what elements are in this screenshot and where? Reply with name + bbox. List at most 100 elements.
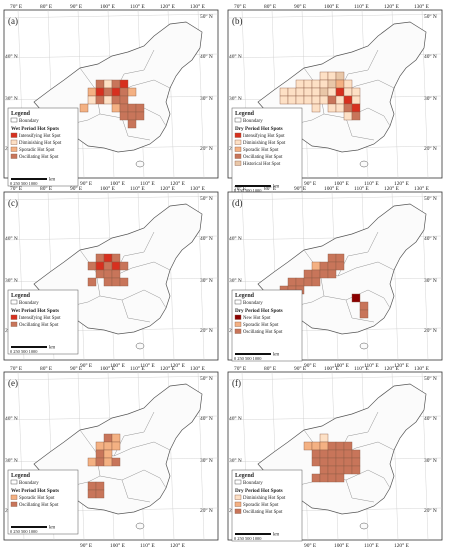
lon-label-top: 90° E [294,365,307,372]
hotspot-cell [319,269,329,279]
legend-item-label: Sporadic Hot Spot [19,148,55,153]
lat-label-left: 30° N [229,457,242,464]
legend-item-label: Diminishing Hot Spot [243,141,286,146]
legend-item-label: Sporadic Hot Spot [243,323,279,328]
hotspot-cell [103,269,113,279]
hotspot-cell [87,87,97,97]
legend-item-label: Intensifying Hot Spot [19,316,61,321]
legend-title: Legend [235,473,255,479]
lat-label-right: 20° N [424,145,437,152]
legend-item-label: Oscillating Hot Spot [243,155,283,160]
hotspot-cell [95,457,105,467]
lat-label-right: 50° N [200,375,213,382]
hotspot-cell [119,261,129,271]
hotspot-cell [327,473,337,483]
lon-label-top: 70° E [10,185,23,192]
lon-label-top: 120° E [384,3,400,10]
hotspot-cell [335,441,345,451]
hotspot-cell [103,457,113,467]
legend-item-label: Intensifying Hot Spot [243,134,285,139]
hotspot-cell [111,457,121,467]
lat-label-left: 40° N [229,235,242,242]
legend-title: Legend [235,111,255,117]
legend-item-label: Historical Hot Spot [243,162,281,167]
hotspot-cell [95,79,105,89]
lon-label-top: 80° E [264,3,277,10]
hainan-island [359,342,369,350]
legend-item-label: Sporadic Hot Spot [243,503,279,508]
lon-label-top: 90° E [70,3,83,10]
hotspot-cell [87,95,97,105]
hotspot-cell [335,87,345,97]
hotspot-cell [103,95,113,105]
graticule-line [3,13,219,19]
hotspot-cell [319,465,329,475]
hotspot-cell [335,473,345,483]
lat-label-left: 40° N [5,53,18,60]
province-boundary [95,271,145,301]
hotspot-cell [359,309,369,319]
lon-label-top: 110° E [130,365,145,372]
province-boundary [143,107,167,127]
hotspot-cell [127,103,137,113]
lon-label-bottom: 100° E [334,180,350,187]
legend-swatch [234,146,242,152]
hotspot-cell [95,261,105,271]
legend-item-label: Sporadic Hot Spot [19,496,55,501]
hotspot-cell [127,111,137,121]
legend-swatch [10,132,18,138]
map-panel: 70° E 80° E 90° E 100° E 110° E 120° E 130° E 9… [227,3,443,194]
hotspot-cell [111,95,121,105]
boundary-swatch [10,117,18,123]
legend-item-label: Diminishing Hot Spot [19,141,62,146]
lon-label-top: 70° E [10,3,23,10]
lon-label-bottom: 100° E [110,180,126,187]
lon-label-bottom: 110° E [364,180,379,187]
hotspot-cell [103,433,113,443]
hotspot-cell [295,87,305,97]
lat-label-right: 40° N [424,235,437,242]
legend-swatch [234,328,242,334]
hotspot-cell [343,79,353,89]
hotspot-cell [295,79,305,89]
lon-label-top: 100° E [100,365,116,372]
province-boundary [355,261,395,271]
legend-item-label: Oscillating Hot Spot [243,510,283,515]
hotspot-cell [327,261,337,271]
legend-section-title: Wet Period Hot Spots [11,308,59,314]
hotspot-cell [119,277,129,287]
hotspot-cell [335,253,345,263]
hotspot-cell [327,269,337,279]
hotspot-cell [103,449,113,459]
hotspot-cell [95,441,105,451]
lon-label-top: 100° E [324,3,340,10]
lat-label-right: 40° N [200,53,213,60]
legend-box [7,107,79,187]
lon-label-top: 100° E [100,3,116,10]
lat-label-left: 40° N [5,235,18,242]
hotspot-cell [119,79,129,89]
hotspot-cell [303,95,313,105]
legend-swatch [234,314,242,320]
graticule-line [227,195,443,201]
legend-title: Legend [11,293,31,299]
legend-title: Legend [11,111,31,117]
legend-box [7,469,79,535]
hotspot-cell [351,111,361,121]
lat-label-right: 20° N [200,507,213,514]
hotspot-cell [95,253,105,263]
legend-swatch [10,139,18,145]
hotspot-cell [111,261,121,271]
province-boundary [121,479,151,503]
hotspot-cell [351,87,361,97]
boundary-label: Boundary [19,481,39,486]
lon-label-top: 90° E [294,185,307,192]
lon-label-bottom: 110° E [140,542,155,549]
hotspot-cell [319,95,329,105]
hotspot-cell [111,441,121,451]
boundary-swatch [10,479,18,485]
lat-label-right: 20° N [200,145,213,152]
scale-bar [235,353,271,355]
hainan-island [359,160,369,168]
lat-label-right: 30° N [200,277,213,284]
